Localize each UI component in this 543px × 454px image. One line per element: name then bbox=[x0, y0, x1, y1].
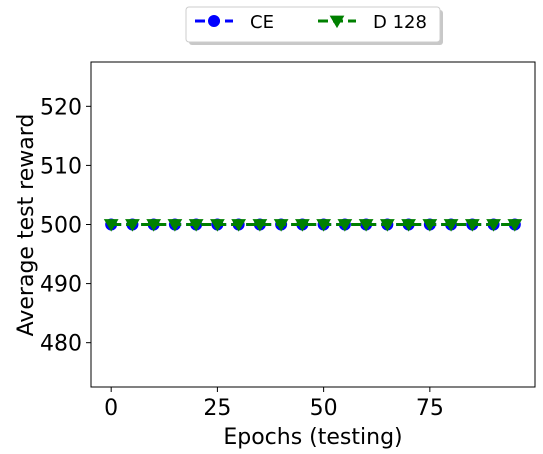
data-point bbox=[125, 219, 140, 232]
x-tick-label: 75 bbox=[416, 396, 444, 421]
series-layer bbox=[103, 218, 523, 232]
data-point bbox=[379, 219, 395, 232]
data-point bbox=[443, 219, 459, 232]
x-axis: 0 25 50 75 bbox=[104, 387, 444, 421]
x-tick-label: 25 bbox=[203, 396, 231, 421]
data-point bbox=[188, 219, 204, 232]
legend-item: D 128 bbox=[318, 12, 427, 33]
data-point bbox=[146, 219, 162, 232]
data-point bbox=[358, 219, 374, 232]
data-point bbox=[210, 219, 225, 232]
data-point bbox=[507, 219, 523, 232]
legend-marker bbox=[329, 15, 345, 29]
data-point bbox=[422, 219, 438, 232]
data-point bbox=[252, 219, 268, 232]
data-point bbox=[273, 219, 289, 232]
data-point bbox=[167, 219, 183, 232]
legend-box bbox=[185, 6, 441, 43]
x-axis-label: Epochs (testing) bbox=[223, 425, 402, 450]
data-point bbox=[103, 219, 119, 232]
legend-items: CE D 128 bbox=[195, 12, 427, 33]
y-tick-label: 520 bbox=[40, 95, 82, 120]
y-tick-label: 510 bbox=[40, 154, 82, 179]
data-point bbox=[337, 219, 353, 232]
y-tick-label: 480 bbox=[40, 332, 82, 357]
legend-item: CE bbox=[195, 12, 274, 33]
y-axis: 480 490 500 510 520 bbox=[40, 95, 91, 357]
legend-label: CE bbox=[250, 12, 274, 33]
data-point bbox=[316, 219, 331, 232]
data-point bbox=[231, 219, 247, 232]
x-tick-label: 50 bbox=[310, 396, 338, 421]
x-tick-label: 0 bbox=[104, 396, 118, 421]
y-tick-label: 500 bbox=[40, 214, 82, 239]
data-point bbox=[486, 219, 501, 232]
data-point bbox=[464, 219, 480, 232]
legend-marker bbox=[208, 15, 220, 27]
legend: CE D 128 bbox=[185, 6, 443, 45]
data-point bbox=[295, 219, 310, 232]
y-axis-label: Average test reward bbox=[14, 114, 39, 337]
y-tick-label: 490 bbox=[40, 273, 82, 298]
data-point bbox=[401, 219, 416, 232]
legend-label: D 128 bbox=[373, 12, 427, 33]
series-d-128 bbox=[103, 219, 523, 232]
